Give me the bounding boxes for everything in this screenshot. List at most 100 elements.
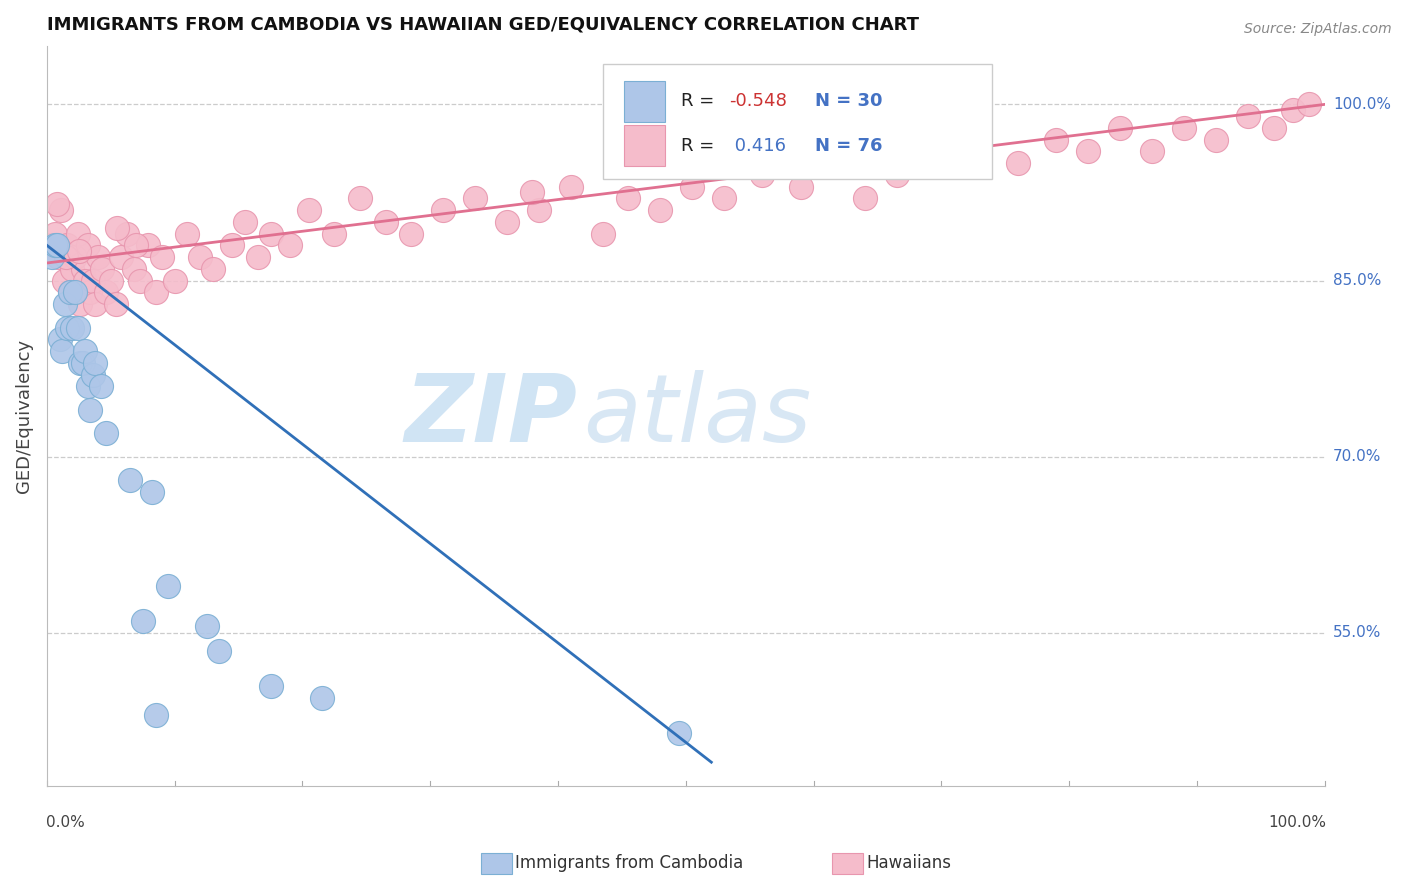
Point xyxy=(75,274,97,288)
Point xyxy=(853,191,876,205)
Point xyxy=(82,368,104,382)
Point xyxy=(63,250,86,264)
Point xyxy=(66,320,89,334)
Text: N = 76: N = 76 xyxy=(815,136,883,154)
Point xyxy=(66,227,89,241)
Point xyxy=(522,186,544,200)
Point xyxy=(141,485,163,500)
Point xyxy=(75,344,97,359)
Point xyxy=(195,619,218,633)
Point xyxy=(150,250,173,264)
Point xyxy=(72,356,94,370)
Point xyxy=(1140,145,1163,159)
Text: 70.0%: 70.0% xyxy=(1333,450,1381,465)
Point xyxy=(1077,145,1099,159)
Point xyxy=(110,250,132,264)
Point xyxy=(84,297,107,311)
Point xyxy=(51,344,73,359)
Point xyxy=(122,261,145,276)
Point xyxy=(943,145,966,159)
Point xyxy=(118,473,141,487)
Text: R =: R = xyxy=(681,92,720,111)
Text: 100.0%: 100.0% xyxy=(1333,97,1391,112)
Point xyxy=(100,274,122,288)
Point xyxy=(59,285,82,300)
Text: 85.0%: 85.0% xyxy=(1333,273,1381,288)
Point xyxy=(56,320,79,334)
Text: 0.0%: 0.0% xyxy=(45,815,84,830)
Point xyxy=(163,274,186,288)
Point xyxy=(105,220,128,235)
Point xyxy=(790,179,813,194)
Point xyxy=(44,227,66,241)
Text: Immigrants from Cambodia: Immigrants from Cambodia xyxy=(515,855,742,872)
Point xyxy=(298,203,321,218)
Point xyxy=(157,579,180,593)
Point xyxy=(44,238,66,252)
Point xyxy=(48,332,70,346)
Y-axis label: GED/Equivalency: GED/Equivalency xyxy=(15,339,32,492)
Point xyxy=(49,203,72,218)
Point xyxy=(94,426,117,441)
Point xyxy=(1237,109,1260,123)
Text: Hawaiians: Hawaiians xyxy=(866,855,950,872)
Point xyxy=(374,215,396,229)
Point xyxy=(79,285,101,300)
Point xyxy=(1205,133,1227,147)
Point xyxy=(39,238,62,252)
Point xyxy=(527,203,550,218)
Text: 55.0%: 55.0% xyxy=(1333,625,1381,640)
Point xyxy=(145,708,167,723)
Point xyxy=(176,227,198,241)
Point xyxy=(79,402,101,417)
FancyBboxPatch shape xyxy=(603,64,993,179)
Point xyxy=(125,238,148,252)
Point xyxy=(349,191,371,205)
Point xyxy=(246,250,269,264)
Point xyxy=(76,379,98,393)
Point xyxy=(1109,120,1132,135)
Point xyxy=(76,238,98,252)
Text: IMMIGRANTS FROM CAMBODIA VS HAWAIIAN GED/EQUIVALENCY CORRELATION CHART: IMMIGRANTS FROM CAMBODIA VS HAWAIIAN GED… xyxy=(46,15,920,33)
Point xyxy=(1173,120,1195,135)
Point xyxy=(87,250,110,264)
Point xyxy=(464,191,486,205)
Point xyxy=(145,285,167,300)
Point xyxy=(117,227,139,241)
Point xyxy=(668,726,690,740)
Point xyxy=(886,168,908,182)
Point xyxy=(432,203,454,218)
Point xyxy=(53,297,76,311)
Point xyxy=(323,227,346,241)
Point xyxy=(221,238,243,252)
Text: -0.548: -0.548 xyxy=(730,92,787,111)
Text: 0.416: 0.416 xyxy=(730,136,786,154)
Point xyxy=(259,227,281,241)
Point xyxy=(69,356,91,370)
Point xyxy=(399,227,422,241)
Point xyxy=(55,250,77,264)
Point xyxy=(63,285,86,300)
Text: 100.0%: 100.0% xyxy=(1268,815,1326,830)
Text: atlas: atlas xyxy=(583,370,811,461)
Point xyxy=(59,285,82,300)
Point xyxy=(129,274,152,288)
Point xyxy=(233,215,256,229)
Point xyxy=(560,179,582,194)
Point xyxy=(48,250,70,264)
Point xyxy=(650,203,672,218)
Point xyxy=(278,238,301,252)
Point xyxy=(713,191,735,205)
Point xyxy=(104,297,127,311)
Bar xyxy=(624,125,665,166)
Point xyxy=(90,379,112,393)
Point xyxy=(56,238,79,252)
Point xyxy=(41,250,63,264)
Point xyxy=(201,261,224,276)
Point xyxy=(94,285,117,300)
Point xyxy=(681,179,703,194)
Point xyxy=(69,297,91,311)
Text: N = 30: N = 30 xyxy=(815,92,883,111)
Point xyxy=(84,356,107,370)
Point xyxy=(617,191,640,205)
